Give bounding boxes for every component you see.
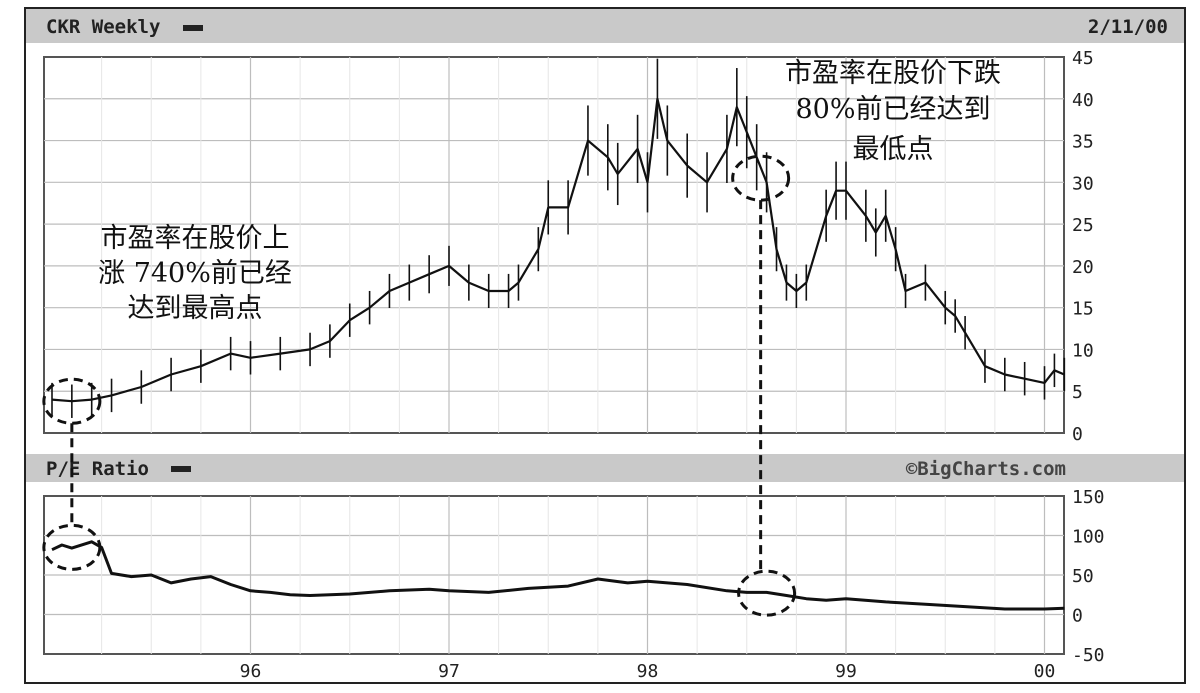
pe-y-tick-label: -50 xyxy=(1072,645,1105,666)
pe-legend-swatch xyxy=(171,466,191,472)
annotation-right-line-1: 市盈率在股价下跌 xyxy=(785,58,1001,89)
price-title: CKR Weekly xyxy=(46,16,160,38)
pe-header-bar xyxy=(26,454,1184,482)
pe-series xyxy=(51,540,1065,611)
x-tick-label: 96 xyxy=(240,661,262,682)
pe-y-tick-label: 0 xyxy=(1072,606,1083,627)
price-y-tick-label: 0 xyxy=(1072,424,1083,445)
price-y-tick-label: 25 xyxy=(1072,215,1094,236)
price-y-tick-label: 10 xyxy=(1072,340,1094,361)
price-y-tick-label: 40 xyxy=(1072,90,1094,111)
pe-title: P/E Ratio xyxy=(46,458,149,480)
price-y-tick-label: 20 xyxy=(1072,257,1094,278)
pe-annotation-circle xyxy=(737,569,797,617)
header-date: 2/11/00 xyxy=(1088,16,1168,38)
annotation-left-line-1: 市盈率在股价上 xyxy=(101,223,290,254)
bigcharts-watermark: ©BigCharts.com xyxy=(906,458,1066,480)
price-y-tick-label: 45 xyxy=(1072,48,1094,69)
price-annotation-circle xyxy=(42,377,102,425)
pe-y-tick-label: 150 xyxy=(1072,487,1105,508)
annotation-connectors xyxy=(70,200,763,572)
pe-y-tick-label: 50 xyxy=(1072,566,1094,587)
price-annotations xyxy=(42,154,791,425)
pe-annotations xyxy=(42,523,797,617)
price-y-axis: 45 40 35 30 25 20 15 10 5 0 xyxy=(1072,48,1094,445)
price-legend-swatch xyxy=(183,25,203,31)
x-axis: 96 97 98 99 00 xyxy=(240,661,1056,682)
x-tick-label: 00 xyxy=(1034,661,1056,682)
price-series xyxy=(51,58,1066,418)
price-y-tick-label: 35 xyxy=(1072,132,1094,153)
pe-series-line xyxy=(51,540,1065,611)
pe-grid xyxy=(44,496,1064,654)
annotation-left-line-3: 达到最高点 xyxy=(128,293,263,324)
annotation-right-line-3: 最低点 xyxy=(853,134,934,165)
price-y-tick-label: 15 xyxy=(1072,299,1094,320)
price-y-tick-label: 5 xyxy=(1072,382,1083,403)
annotation-left-line-2: 涨 740%前已经 xyxy=(98,258,292,289)
x-tick-label: 98 xyxy=(637,661,659,682)
price-header-bar xyxy=(26,9,1184,43)
price-y-tick-label: 30 xyxy=(1072,173,1094,194)
x-tick-label: 99 xyxy=(835,661,857,682)
annotation-right-line-2: 80%前已经达到 xyxy=(795,94,990,125)
pe-annotation-circle xyxy=(42,523,102,571)
x-tick-label: 97 xyxy=(438,661,460,682)
pe-y-tick-label: 100 xyxy=(1072,527,1105,548)
pe-y-axis: 150 100 50 0 -50 xyxy=(1072,487,1105,666)
price-annotation-circle xyxy=(731,154,791,202)
